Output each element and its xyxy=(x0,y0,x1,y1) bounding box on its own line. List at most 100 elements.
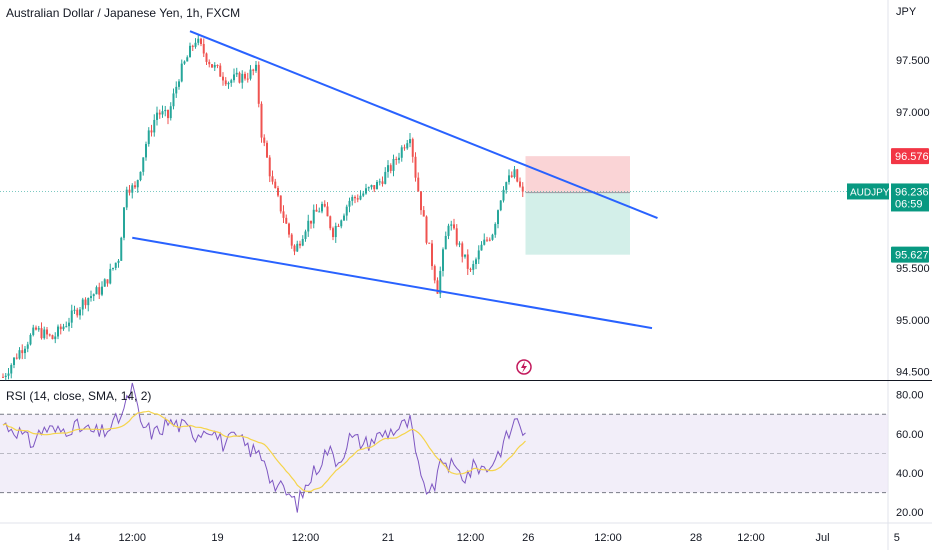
candle xyxy=(219,63,222,77)
candle-body xyxy=(158,112,161,115)
candle-body xyxy=(486,239,488,241)
candle xyxy=(326,202,329,217)
candle-body xyxy=(521,186,524,192)
candle xyxy=(411,137,414,163)
candle-body xyxy=(84,299,87,306)
candle-body xyxy=(32,327,35,335)
candle-body xyxy=(134,185,136,188)
candle-body xyxy=(370,185,373,188)
candle xyxy=(288,222,290,238)
candle xyxy=(348,197,351,213)
candle xyxy=(477,245,480,264)
upper-trendline xyxy=(189,30,658,219)
candle-body xyxy=(7,373,10,376)
candle-body xyxy=(48,334,51,336)
candle xyxy=(285,214,288,224)
candle-body xyxy=(172,93,175,107)
candle xyxy=(59,323,62,335)
candle xyxy=(112,267,114,271)
candle-body xyxy=(499,200,502,211)
candle-body xyxy=(164,109,167,112)
candle-body xyxy=(95,287,98,295)
candle xyxy=(373,185,376,193)
candle-body xyxy=(477,250,480,260)
chart-title: Australian Dollar / Japanese Yen, 1h, FX… xyxy=(6,6,241,20)
candle-body xyxy=(117,260,120,263)
candle xyxy=(381,176,384,187)
candle-body xyxy=(516,169,519,182)
candle xyxy=(469,267,472,272)
candle-body xyxy=(191,45,194,47)
candle-body xyxy=(263,137,266,143)
candle-body xyxy=(409,139,411,144)
time-tick-label: 26 xyxy=(522,532,534,544)
candle xyxy=(263,134,266,147)
candle xyxy=(453,218,455,230)
candle xyxy=(376,180,378,190)
candle-body xyxy=(205,53,208,62)
series-name: AUDJPY xyxy=(850,187,890,198)
candle xyxy=(296,240,299,253)
candle xyxy=(43,326,46,340)
candle xyxy=(65,321,68,328)
price-label-target: 95.627 xyxy=(891,246,929,263)
rsi-title: RSI (14, close, SMA, 14, 2) xyxy=(6,389,152,403)
candle xyxy=(227,81,230,89)
candle xyxy=(282,205,285,223)
candle-body xyxy=(461,243,464,257)
candle-body xyxy=(519,181,521,187)
candle-body xyxy=(81,299,84,310)
time-tick-label: 14 xyxy=(68,532,80,544)
candle xyxy=(260,101,263,143)
candle-body xyxy=(194,42,197,47)
candle-body xyxy=(175,86,178,94)
candle xyxy=(136,179,139,193)
candle xyxy=(455,224,458,247)
candle-body xyxy=(43,329,46,339)
candle xyxy=(134,181,136,189)
candle xyxy=(54,332,57,344)
candle-body xyxy=(508,175,510,183)
candle-body xyxy=(315,209,318,212)
candle xyxy=(235,67,238,78)
candle-body xyxy=(433,266,436,281)
candle xyxy=(246,72,249,83)
candle-body xyxy=(392,158,395,171)
candle-body xyxy=(285,217,288,224)
candle xyxy=(18,347,21,360)
candle xyxy=(444,231,447,250)
candle-body xyxy=(420,191,422,211)
time-tick-label: 12:00 xyxy=(292,532,320,544)
candle-body xyxy=(318,211,321,213)
candle xyxy=(169,102,172,121)
candle-body xyxy=(488,239,491,241)
candle xyxy=(414,152,417,182)
rsi-tick-label: 80.00 xyxy=(896,390,924,402)
candle xyxy=(301,235,304,247)
candle xyxy=(202,38,205,58)
candle-body xyxy=(356,198,359,200)
candle-body xyxy=(398,157,400,160)
candle-body xyxy=(362,193,365,196)
candle xyxy=(442,247,444,277)
candle xyxy=(167,109,169,125)
candle xyxy=(387,160,389,178)
candle-body xyxy=(244,73,246,79)
candle xyxy=(505,181,508,194)
candle-body xyxy=(271,176,274,182)
candle-body xyxy=(62,326,65,330)
candle xyxy=(32,324,35,337)
candle xyxy=(252,68,255,76)
candle xyxy=(205,52,208,65)
candle xyxy=(142,157,145,176)
take-profit-zone xyxy=(525,192,630,255)
candle xyxy=(323,200,326,208)
candle xyxy=(425,215,428,245)
candle-body xyxy=(35,327,37,330)
candle-body xyxy=(92,294,95,297)
candle-body xyxy=(288,223,290,235)
candle xyxy=(84,297,87,309)
candle xyxy=(334,222,337,243)
